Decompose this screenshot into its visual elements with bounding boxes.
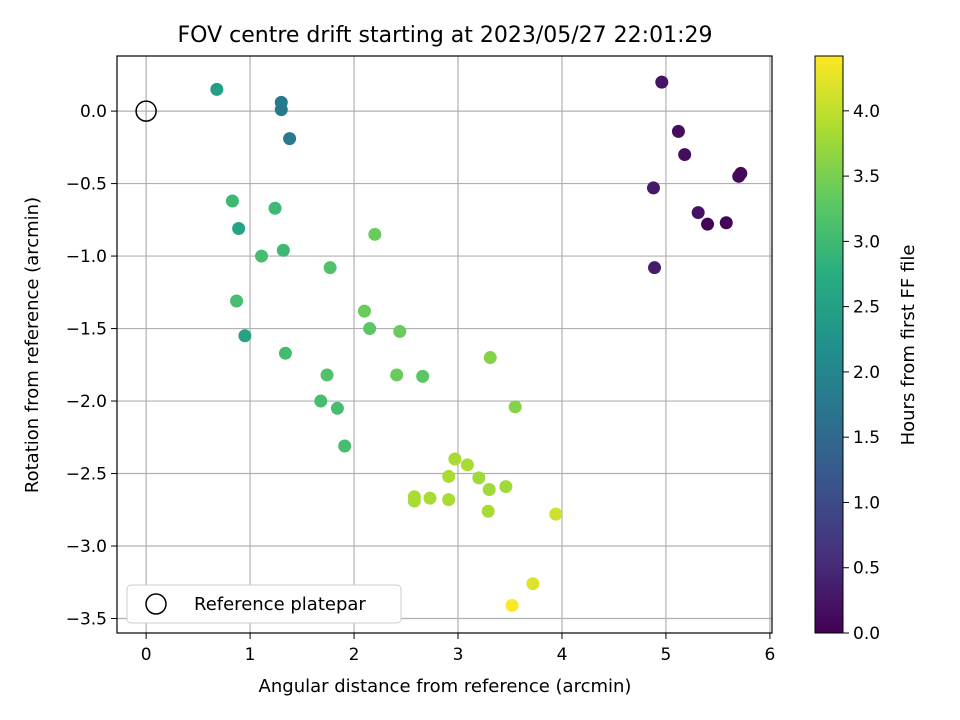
y-tick-label: −3.5: [66, 610, 107, 630]
x-tick-label: 0: [141, 645, 152, 665]
data-point: [274, 103, 288, 117]
colorbar-tick-label: 0.5: [853, 559, 880, 579]
data-point: [483, 351, 497, 365]
data-point: [646, 181, 660, 195]
legend-reference-label: Reference platepar: [194, 594, 366, 615]
data-point: [225, 194, 239, 208]
data-point: [499, 480, 513, 494]
data-point: [442, 493, 456, 507]
data-point: [407, 494, 421, 508]
data-points: [210, 75, 748, 612]
colorbar-tick-label: 3.0: [853, 232, 880, 252]
chart-title: FOV centre drift starting at 2023/05/27 …: [178, 23, 713, 48]
colorbar-tick-label: 4.0: [853, 102, 880, 122]
x-tick-label: 5: [661, 645, 672, 665]
colorbar-tick-label: 2.5: [853, 298, 880, 318]
colorbar-gradient: [814, 55, 844, 634]
data-point: [442, 469, 456, 483]
legend: Reference platepar: [126, 584, 402, 624]
data-point: [390, 368, 404, 382]
data-point: [330, 401, 344, 415]
colorbar-tick-label: 1.5: [853, 428, 880, 448]
legend-reference-marker: [145, 593, 167, 615]
colorbar-tick-label: 1.0: [853, 493, 880, 513]
y-tick-label: −1.0: [66, 247, 107, 267]
y-tick-label: −0.5: [66, 175, 107, 195]
data-point: [276, 243, 290, 257]
data-point: [357, 304, 371, 318]
data-point: [732, 169, 746, 183]
data-point: [655, 75, 669, 89]
data-point: [210, 82, 224, 96]
colorbar-tick-label: 0.0: [853, 624, 880, 644]
x-tick-label: 6: [765, 645, 776, 665]
plot-frame: [116, 55, 773, 634]
legend-box: [126, 584, 402, 624]
x-tick-label: 3: [453, 645, 464, 665]
data-point: [505, 598, 519, 612]
data-point: [314, 394, 328, 408]
x-tick-label: 1: [245, 645, 256, 665]
x-tick-label: 4: [557, 645, 568, 665]
y-axis-label: Rotation from reference (arcmin): [22, 197, 43, 493]
y-tick-label: −3.0: [66, 537, 107, 557]
x-axis-ticks: 0 1 2 3 4 5 6: [141, 633, 776, 665]
data-point: [238, 329, 252, 343]
x-tick-label: 2: [349, 645, 360, 665]
y-axis-ticks: 0.0 −0.5 −1.0 −1.5 −2.0 −2.5 −3.0 −3.5: [66, 102, 117, 630]
data-point: [719, 216, 733, 230]
data-point: [278, 346, 292, 360]
data-point: [232, 222, 246, 236]
data-point: [549, 507, 563, 521]
data-point: [448, 452, 462, 466]
grid-lines: [117, 56, 772, 633]
data-point: [283, 132, 297, 146]
data-point: [671, 124, 685, 138]
y-tick-label: −2.0: [66, 392, 107, 412]
colorbar: 0.0 0.5 1.0 1.5 2.0 2.5 3.0 3.5 4.0 Hours from f…: [814, 55, 919, 644]
y-tick-label: −2.5: [66, 465, 107, 485]
data-point: [460, 458, 474, 472]
colorbar-label: Hours from first FF file: [898, 245, 919, 446]
x-axis-label: Angular distance from reference (arcmin): [259, 676, 632, 697]
data-point: [393, 324, 407, 338]
data-point: [481, 504, 495, 518]
data-point: [508, 400, 522, 414]
data-point: [691, 206, 705, 220]
data-point: [526, 577, 540, 591]
data-point: [363, 322, 377, 336]
data-point: [230, 294, 244, 308]
colorbar-ticks: 0.0 0.5 1.0 1.5 2.0 2.5 3.0 3.5 4.0: [843, 102, 880, 644]
y-tick-label: −1.5: [66, 320, 107, 340]
data-point: [678, 148, 692, 162]
data-point: [338, 439, 352, 453]
data-point: [368, 227, 382, 241]
data-point: [423, 491, 437, 505]
reference-marker: [135, 100, 157, 122]
data-point: [472, 471, 486, 485]
data-point: [268, 201, 282, 215]
colorbar-tick-label: 3.5: [853, 167, 880, 187]
data-point: [482, 482, 496, 496]
data-point: [416, 369, 430, 383]
data-point: [648, 261, 662, 275]
y-tick-label: 0.0: [80, 102, 107, 122]
data-point: [701, 217, 715, 231]
data-point: [255, 249, 269, 263]
colorbar-tick-label: 2.0: [853, 363, 880, 383]
data-point: [323, 261, 337, 275]
data-point: [320, 368, 334, 382]
